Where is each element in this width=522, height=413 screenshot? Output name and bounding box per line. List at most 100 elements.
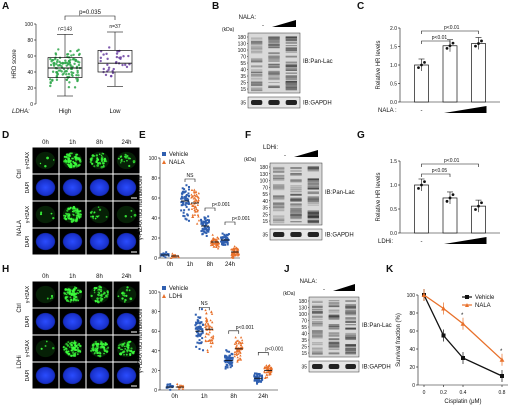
data-point xyxy=(198,322,201,325)
blot-band xyxy=(307,221,319,224)
legend-label: LDHi xyxy=(169,294,182,300)
y-axis-label: Relative HR levels xyxy=(376,172,382,221)
data-point xyxy=(236,252,239,255)
y-tick-label: 20 xyxy=(27,86,33,92)
gamma-h2ax-focus xyxy=(132,351,135,354)
blot-band xyxy=(273,195,285,197)
kda-marker: 180 xyxy=(299,299,308,305)
gamma-h2ax-focus xyxy=(96,300,100,304)
gamma-h2ax-focus xyxy=(96,342,100,346)
data-point xyxy=(197,219,201,222)
blot-band xyxy=(285,55,297,58)
gamma-h2ax-focus xyxy=(72,297,76,301)
data-point xyxy=(227,361,230,364)
gamma-h2ax-focus xyxy=(93,291,96,294)
y-tick-label: 80 xyxy=(27,38,33,44)
data-point xyxy=(197,327,200,330)
data-point xyxy=(119,56,122,59)
gamma-h2ax-focus xyxy=(121,292,124,295)
data-point xyxy=(230,252,234,255)
data-point xyxy=(230,352,233,355)
blot-band xyxy=(312,334,323,338)
data-point xyxy=(65,73,68,76)
group-label: Ctrl xyxy=(17,303,23,312)
data-point xyxy=(226,243,229,246)
blot-band xyxy=(273,205,285,208)
gamma-h2ax-focus xyxy=(100,165,104,169)
blot-band xyxy=(273,171,285,173)
blot-band xyxy=(285,69,297,71)
data-point xyxy=(201,223,204,226)
blot-band xyxy=(251,38,263,40)
y-tick-label: 20 xyxy=(151,368,157,374)
panel-label-f: F xyxy=(245,130,251,141)
gamma-h2ax-focus xyxy=(100,295,103,298)
data-point xyxy=(77,53,81,57)
blot-band xyxy=(307,215,319,218)
gapdh-band xyxy=(328,364,340,369)
data-point xyxy=(221,242,224,245)
blot-band xyxy=(307,196,319,198)
data-point xyxy=(238,340,241,343)
data-point xyxy=(193,193,196,197)
data-point xyxy=(235,344,239,347)
gamma-h2ax-focus xyxy=(104,344,106,346)
gamma-h2ax-focus xyxy=(71,346,74,350)
data-point xyxy=(229,366,232,369)
gamma-h2ax-focus xyxy=(97,288,101,291)
blot-band xyxy=(290,221,302,223)
gamma-h2ax-focus xyxy=(39,213,43,216)
data-point xyxy=(239,336,243,339)
gamma-h2ax-focus xyxy=(79,210,82,212)
blot-band xyxy=(273,196,285,199)
data-point xyxy=(195,345,198,348)
gamma-h2ax-focus xyxy=(74,286,76,288)
bar xyxy=(414,184,429,234)
gamma-h2ax-focus xyxy=(69,300,72,303)
data-point xyxy=(112,67,115,71)
gamma-h2ax-focus xyxy=(126,342,129,345)
minus-label: - xyxy=(262,23,264,29)
blot-band xyxy=(290,180,302,183)
timepoint-label: 0h xyxy=(42,274,49,280)
blot-band xyxy=(273,186,285,189)
blot-band xyxy=(328,338,340,340)
kda-marker: 15 xyxy=(262,219,268,225)
blot-band xyxy=(251,77,263,80)
blot-band xyxy=(290,190,302,192)
gamma-h2ax-focus xyxy=(78,158,81,162)
bar-point xyxy=(480,39,483,43)
gamma-h2ax-focus xyxy=(125,289,129,292)
gamma-h2ax-focus xyxy=(119,343,122,346)
dapi-nucleus xyxy=(35,178,56,197)
blot-band xyxy=(285,67,297,69)
blot-band xyxy=(273,206,285,209)
data-point xyxy=(102,67,105,71)
data-point xyxy=(55,74,59,78)
blot-band xyxy=(251,47,263,50)
data-point xyxy=(200,221,203,224)
blot-band xyxy=(251,59,263,62)
gamma-h2ax-focus xyxy=(119,155,122,158)
data-point xyxy=(124,63,127,67)
y-axis-label: γ-H2AX foci number/cell xyxy=(138,176,144,240)
blot-band xyxy=(328,300,340,302)
kda-marker: 130 xyxy=(299,306,308,312)
gamma-h2ax-focus xyxy=(103,352,105,355)
blot-band xyxy=(251,84,263,87)
data-point xyxy=(237,358,240,361)
gamma-h2ax-focus xyxy=(93,154,96,157)
y-tick-label: 1.5 xyxy=(390,159,397,165)
data-point xyxy=(235,352,238,355)
blot-band xyxy=(285,81,297,84)
gamma-h2ax-focus xyxy=(121,343,123,345)
dapi-nucleus xyxy=(116,366,137,385)
blot-band xyxy=(312,300,323,304)
data-point xyxy=(163,253,166,256)
data-point xyxy=(204,339,207,342)
data-point xyxy=(194,194,197,197)
legend-marker xyxy=(162,160,166,164)
data-point xyxy=(234,336,237,339)
data-point xyxy=(106,63,109,66)
